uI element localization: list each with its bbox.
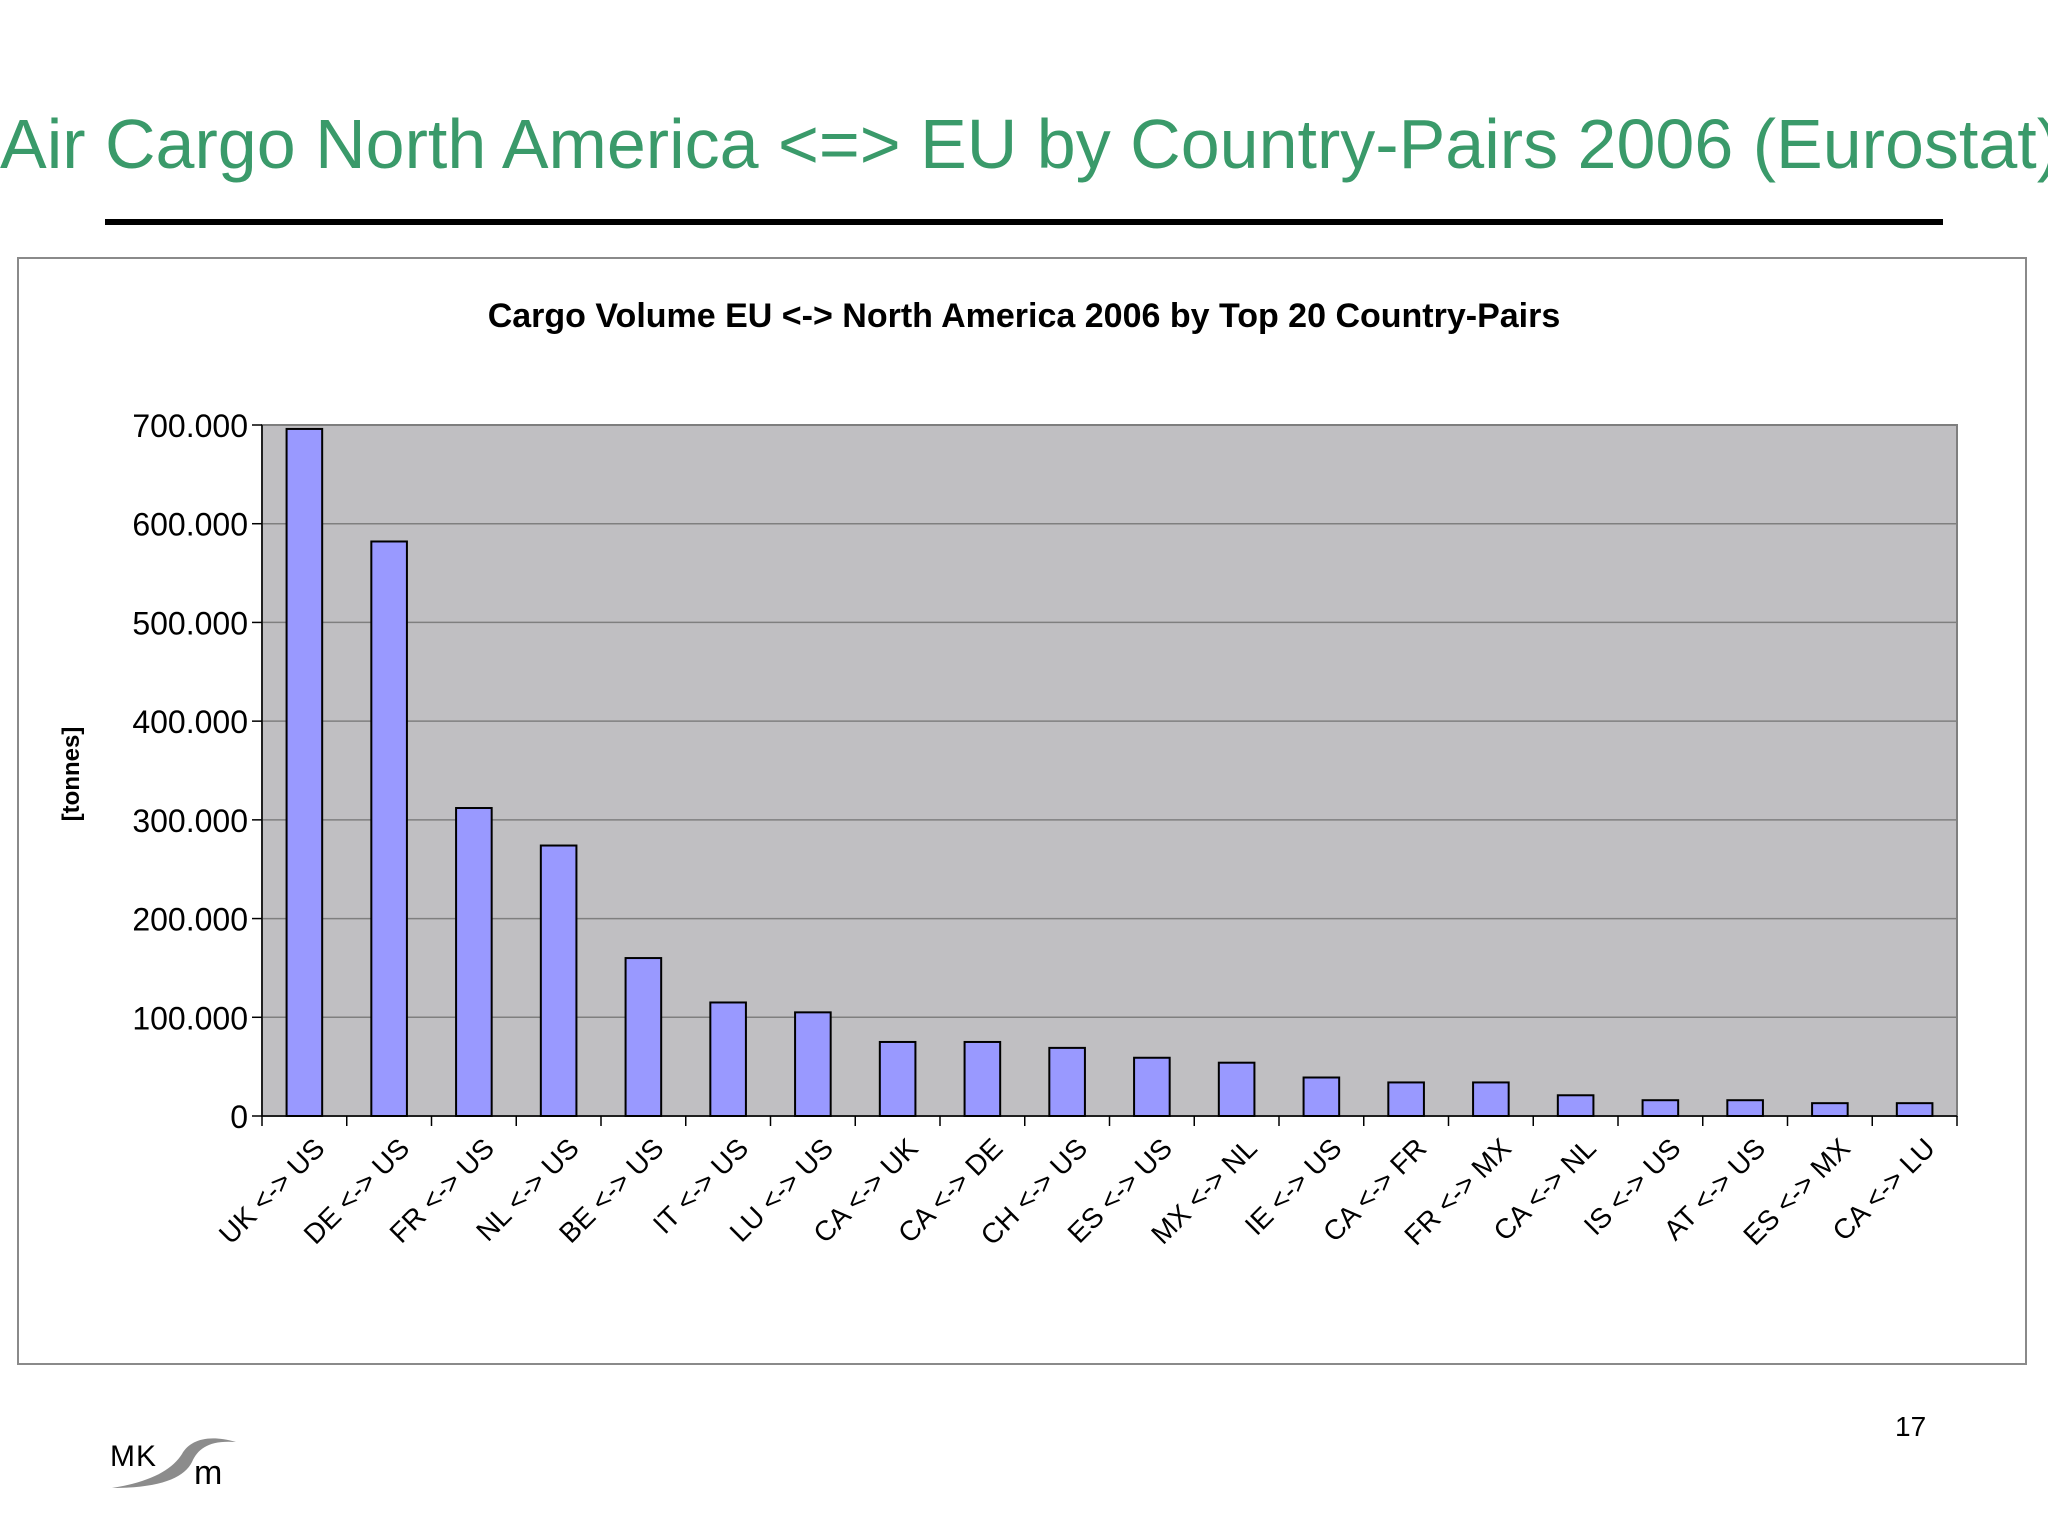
y-tick-label: 200.000 <box>132 902 248 938</box>
bar <box>1217 1061 1256 1117</box>
plot-area <box>261 424 1958 1117</box>
y-tick-label: 100.000 <box>132 1000 248 1036</box>
bar <box>794 1011 832 1117</box>
y-tick-label: 300.000 <box>132 803 248 839</box>
bar <box>624 957 663 1117</box>
y-axis-label: [tonnes] <box>58 727 85 822</box>
bar <box>1302 1076 1341 1117</box>
y-tick-label: 500.000 <box>132 605 248 641</box>
bar <box>285 427 324 1118</box>
chart-frame: Cargo Volume EU <-> North America 2006 b… <box>17 257 2027 1365</box>
bar <box>709 1001 747 1118</box>
title-divider <box>105 219 1943 225</box>
bar <box>1556 1094 1595 1118</box>
page-number: 17 <box>1895 1411 1927 1442</box>
bar <box>1133 1056 1171 1117</box>
logo-text-left: MK <box>110 1440 157 1473</box>
y-tick-label: 600.000 <box>132 507 248 543</box>
bar <box>878 1040 917 1118</box>
bar <box>455 807 493 1117</box>
y-tick-label: 700.000 <box>132 408 248 444</box>
y-tick-label: 0 <box>230 1099 248 1135</box>
mksm-logo: MK m <box>110 1432 250 1498</box>
bar <box>539 844 578 1117</box>
bar <box>370 540 408 1117</box>
y-tick-label: 400.000 <box>132 704 248 740</box>
slide-title: Air Cargo North America <=> EU by Countr… <box>0 105 2048 183</box>
bar <box>1641 1099 1680 1117</box>
bar <box>1472 1081 1510 1117</box>
bar-chart: Cargo Volume EU <-> North America 2006 b… <box>58 297 1958 1251</box>
bar <box>1811 1102 1849 1117</box>
bar <box>1895 1102 1934 1117</box>
logo-swoosh-icon <box>112 1438 236 1488</box>
bars <box>285 427 1934 1118</box>
bar <box>963 1040 1002 1118</box>
bar <box>1726 1099 1764 1117</box>
y-axis: 0 100.000 200.000 300.000 400.000 500.000 600.… <box>132 408 263 1135</box>
logo-text-right: m <box>194 1454 223 1492</box>
bar <box>1048 1046 1086 1117</box>
chart-title: Cargo Volume EU <-> North America 2006 b… <box>488 297 1561 335</box>
bar <box>1387 1081 1425 1117</box>
